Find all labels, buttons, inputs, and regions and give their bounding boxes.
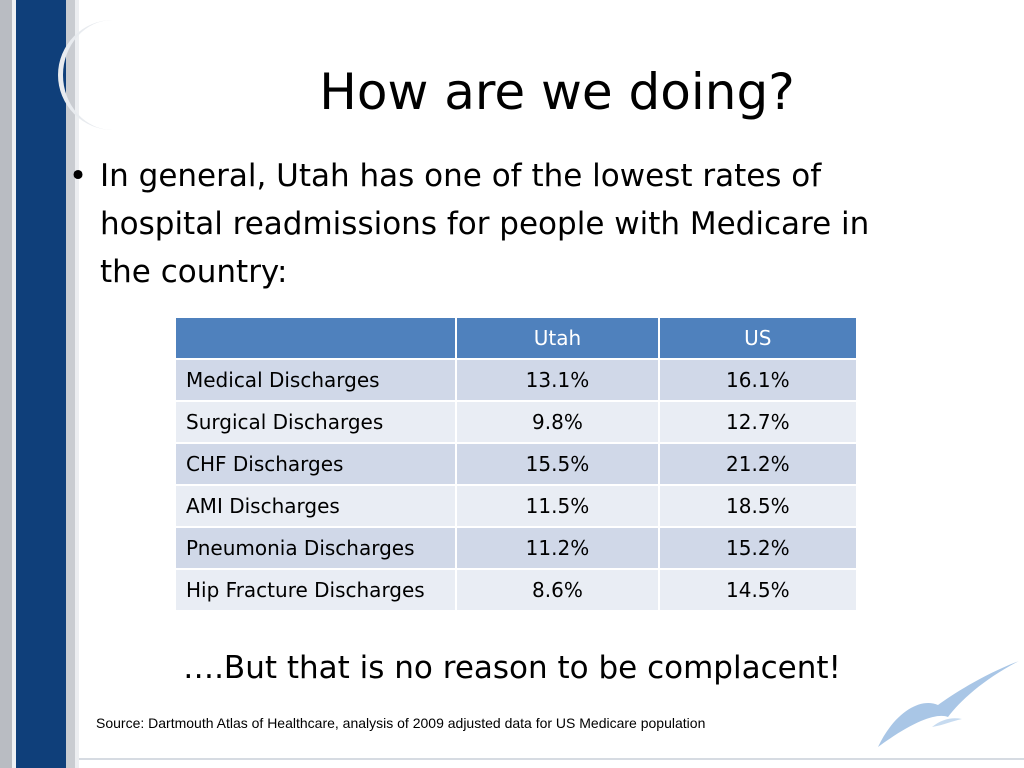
table-row: Surgical Discharges 9.8% 12.7%: [173, 400, 859, 444]
bullet-text: In general, Utah has one of the lowest r…: [100, 158, 870, 290]
row-label: Medical Discharges: [173, 358, 458, 402]
utah-value: 8.6%: [455, 568, 660, 612]
slide-title: How are we doing?: [319, 63, 795, 121]
sidebar-stripe-white: [12, 0, 16, 768]
sidebar-stripe-blue: [16, 0, 66, 768]
utah-value: 15.5%: [455, 442, 660, 486]
row-label: Surgical Discharges: [173, 400, 458, 444]
us-value: 16.1%: [657, 358, 859, 402]
table-row: CHF Discharges 15.5% 21.2%: [173, 442, 859, 486]
table-row: Pneumonia Discharges 11.2% 15.2%: [173, 526, 859, 570]
bottom-divider: [79, 758, 1024, 760]
header-utah: Utah: [455, 316, 660, 360]
table-header-row: Utah US: [173, 316, 859, 360]
utah-value: 9.8%: [455, 400, 660, 444]
us-value: 18.5%: [657, 484, 859, 528]
table-row: Medical Discharges 13.1% 16.1%: [173, 358, 859, 402]
utah-value: 11.5%: [455, 484, 660, 528]
us-value: 14.5%: [657, 568, 859, 612]
us-value: 15.2%: [657, 526, 859, 570]
table-row: AMI Discharges 11.5% 18.5%: [173, 484, 859, 528]
closing-statement: ….But that is no reason to be complacent…: [183, 650, 841, 686]
row-label: AMI Discharges: [173, 484, 458, 528]
decorative-arc: [58, 20, 123, 130]
table-row: Hip Fracture Discharges 8.6% 14.5%: [173, 568, 859, 612]
utah-value: 13.1%: [455, 358, 660, 402]
seagull-icon: [878, 661, 1019, 747]
sidebar-stripe-grey-inner: [66, 0, 75, 768]
source-citation: Source: Dartmouth Atlas of Healthcare, a…: [96, 715, 706, 731]
row-label: CHF Discharges: [173, 442, 458, 486]
readmission-table: Utah US Medical Discharges 13.1% 16.1% S…: [173, 316, 859, 612]
header-label-column: [173, 316, 458, 360]
bullet-point: • In general, Utah has one of the lowest…: [56, 152, 916, 296]
row-label: Hip Fracture Discharges: [173, 568, 458, 612]
us-value: 21.2%: [657, 442, 859, 486]
sidebar-stripe-grey: [0, 0, 12, 768]
sidebar-stripe-light: [75, 0, 79, 768]
us-value: 12.7%: [657, 400, 859, 444]
header-us: US: [657, 316, 859, 360]
bullet-icon: •: [68, 158, 88, 194]
utah-value: 11.2%: [455, 526, 660, 570]
row-label: Pneumonia Discharges: [173, 526, 458, 570]
